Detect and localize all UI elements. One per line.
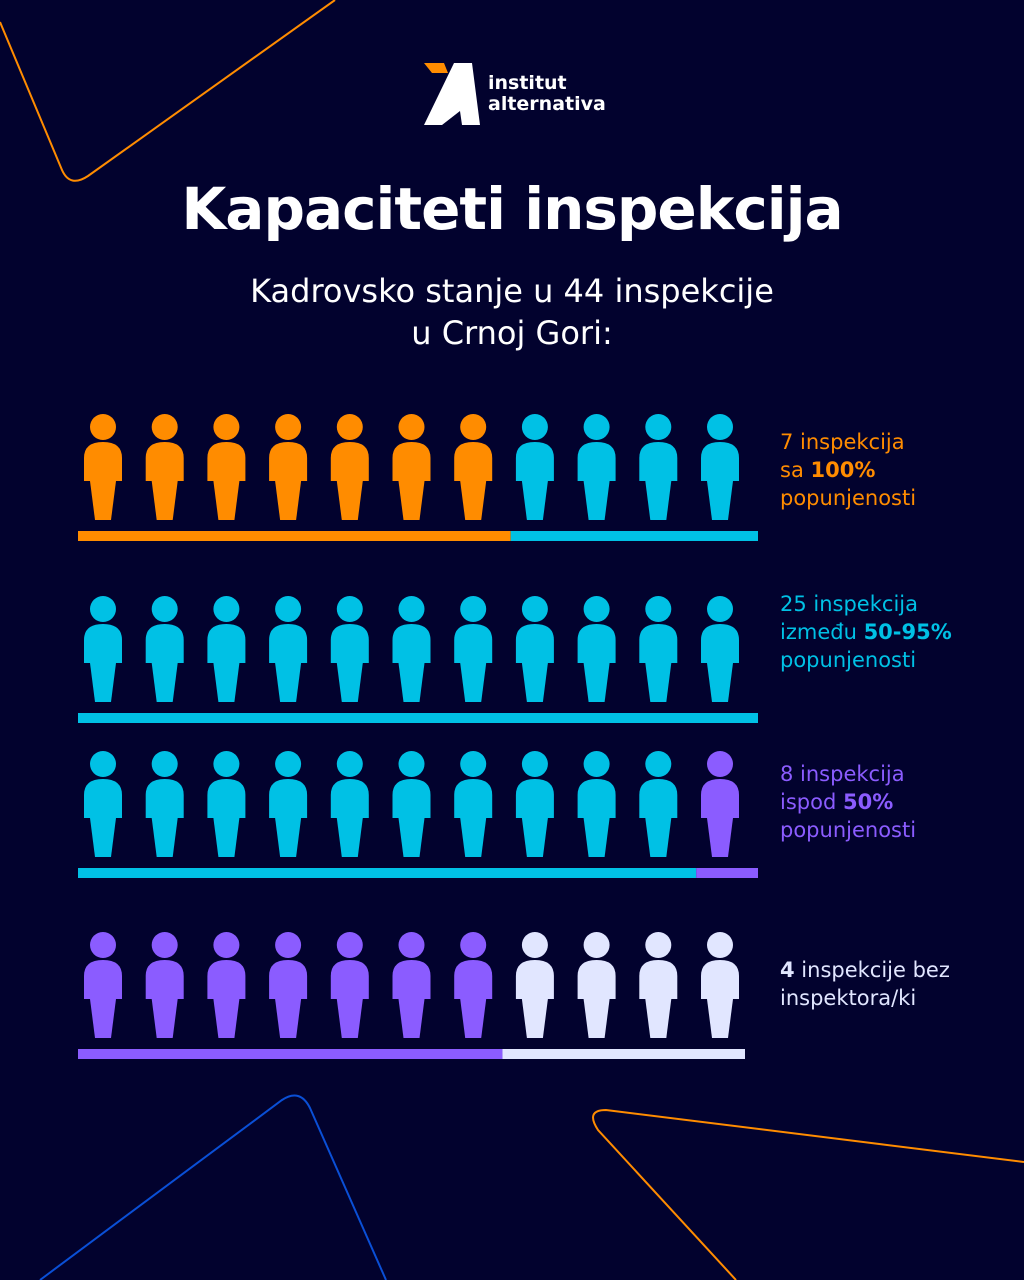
label-partial-bold: 50-95%	[863, 620, 952, 644]
person-icon	[577, 932, 616, 1038]
person-icon	[269, 414, 308, 520]
person-icon	[269, 751, 308, 857]
person-icon	[639, 932, 678, 1038]
label-full-bold: 100%	[810, 458, 876, 482]
person-icon	[515, 414, 554, 520]
person-icon	[577, 751, 616, 857]
page-title: Kapaciteti inspekcija	[181, 175, 843, 243]
person-icon	[515, 596, 554, 702]
label-full-line3: popunjenosti	[780, 486, 917, 510]
bar-segment-partial	[78, 868, 697, 878]
person-icon	[392, 414, 431, 520]
person-icon	[454, 414, 493, 520]
person-icon	[269, 932, 308, 1038]
bar-segment-full	[78, 531, 511, 541]
label-low-line3: popunjenosti	[780, 818, 917, 842]
person-icon	[145, 596, 184, 702]
person-icon	[84, 414, 122, 520]
person-icon	[515, 751, 554, 857]
person-icon	[701, 932, 739, 1038]
label-full: 7 inspekcija sa 100% popunjenosti	[780, 428, 916, 512]
person-icon	[701, 414, 739, 520]
subtitle-line2: u Crnoj Gori:	[411, 314, 613, 352]
label-partial-line1: 25 inspekcija	[780, 592, 918, 616]
label-none: 4 inspekcije bez inspektora/ki	[780, 956, 950, 1012]
person-icon	[207, 932, 246, 1038]
label-none-line2: inspektora/ki	[780, 986, 917, 1010]
person-icon	[330, 414, 369, 520]
bar-segment-partial	[510, 531, 758, 541]
label-none-bold: 4	[780, 958, 795, 982]
person-icon	[330, 751, 369, 857]
person-icon	[145, 751, 184, 857]
person-icon	[639, 596, 678, 702]
person-icon	[392, 596, 431, 702]
person-icon	[701, 751, 739, 857]
person-icon	[639, 414, 678, 520]
person-icon	[145, 932, 184, 1038]
person-icon	[84, 932, 122, 1038]
label-low-bold: 50%	[842, 790, 894, 814]
person-icon	[269, 596, 308, 702]
person-icon	[207, 596, 246, 702]
person-icon	[145, 414, 184, 520]
bar-segment-low	[78, 1049, 503, 1059]
person-icon	[454, 596, 493, 702]
person-icon	[454, 932, 493, 1038]
bar-segment-none	[502, 1049, 745, 1059]
label-none-line1: inspekcije bez	[794, 958, 950, 982]
label-low-mid: ispod	[780, 790, 843, 814]
person-icon	[392, 751, 431, 857]
person-icon	[84, 751, 122, 857]
person-icon	[207, 414, 246, 520]
label-partial-line3: popunjenosti	[780, 648, 917, 672]
person-icon	[392, 932, 431, 1038]
label-low-line1: 8 inspekcija	[780, 762, 905, 786]
person-icon	[207, 751, 246, 857]
person-icon	[577, 414, 616, 520]
bar-segment-partial	[78, 713, 758, 723]
bar-segment-low	[696, 868, 758, 878]
person-icon	[577, 596, 616, 702]
subtitle: Kadrovsko stanje u 44 inspekcije u Crnoj…	[0, 270, 1024, 354]
logo: institut alternativa	[424, 63, 606, 125]
subtitle-line1: Kadrovsko stanje u 44 inspekcije	[250, 272, 774, 310]
label-full-line1: 7 inspekcija	[780, 430, 905, 454]
person-icon	[330, 932, 369, 1038]
label-low: 8 inspekcija ispod 50% popunjenosti	[780, 760, 916, 844]
label-partial-mid: između	[780, 620, 864, 644]
logo-line2: alternativa	[488, 93, 606, 115]
label-full-mid: sa	[780, 458, 811, 482]
logo-line1: institut	[488, 72, 567, 94]
person-icon	[454, 751, 493, 857]
logo-mark-icon	[424, 63, 480, 125]
label-partial: 25 inspekcija između 50-95% popunjenosti	[780, 590, 952, 674]
person-icon	[330, 596, 369, 702]
person-icon	[639, 751, 678, 857]
person-icon	[701, 596, 739, 702]
person-icon	[84, 596, 122, 702]
person-icon	[515, 932, 554, 1038]
